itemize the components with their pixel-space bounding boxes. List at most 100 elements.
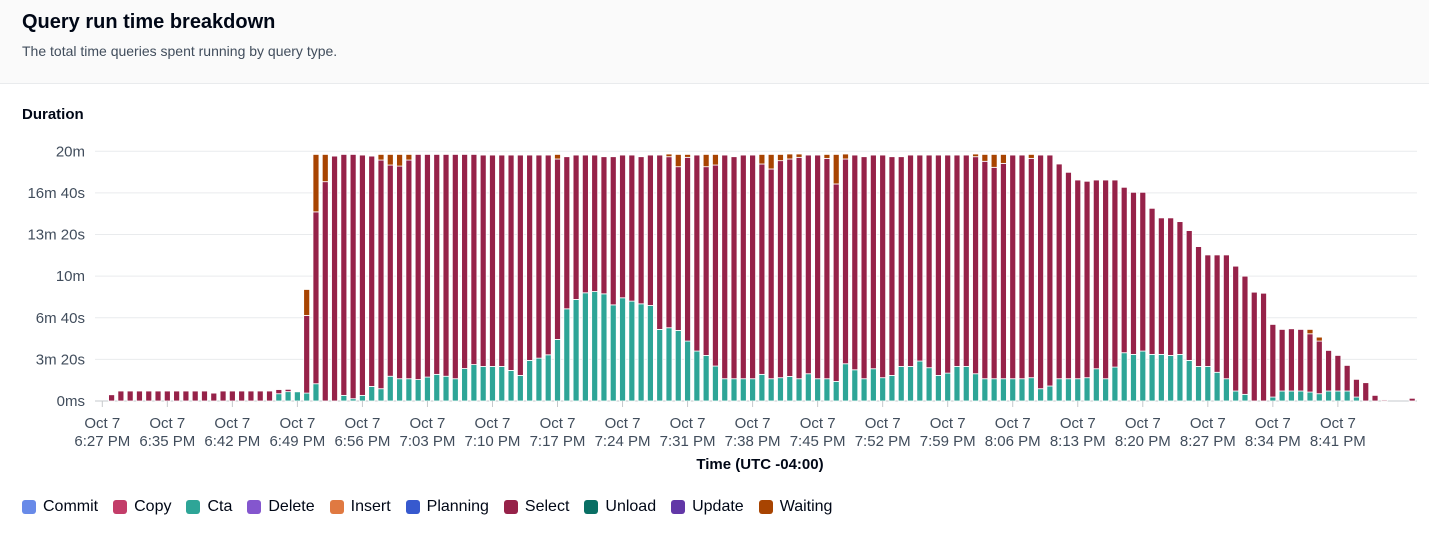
bar-stack — [284, 388, 292, 402]
bar-stack — [526, 154, 534, 402]
bar-cta — [823, 378, 831, 402]
legend-item-select[interactable]: Select — [503, 498, 569, 516]
bar-stack — [173, 390, 181, 402]
legend-label: Unload — [605, 498, 657, 515]
bar-stack — [637, 156, 645, 402]
bar-select — [312, 211, 320, 385]
bar-stack — [1260, 292, 1267, 402]
bar-select — [405, 159, 413, 380]
bar-cta — [739, 378, 747, 402]
bar-cta — [312, 383, 320, 402]
bar-select — [1260, 292, 1267, 402]
bar-cta — [990, 378, 998, 402]
bar-select — [1204, 254, 1212, 367]
bar-stack — [1148, 207, 1156, 402]
bar-select — [739, 154, 747, 380]
bar-cta — [1353, 396, 1360, 402]
x-tick-label-time: 7:17 PM — [530, 433, 586, 450]
bar-select — [256, 390, 264, 402]
bar-select — [572, 154, 580, 300]
bar-stack — [712, 154, 719, 402]
bar-cta — [712, 365, 719, 402]
bar-cta — [897, 366, 905, 402]
bar-stack — [516, 154, 524, 402]
bar-cta — [572, 299, 580, 402]
bar-cta — [535, 357, 543, 402]
x-tick-label-time: 8:27 PM — [1180, 433, 1236, 450]
bar-cta — [935, 375, 942, 402]
legend-item-cta[interactable]: Cta — [186, 498, 232, 516]
bar-waiting — [702, 154, 710, 168]
y-tick-label: 20m — [56, 143, 85, 160]
bar-stack — [935, 154, 942, 402]
bar-select — [730, 156, 738, 380]
bar-select — [814, 154, 822, 380]
bar-select — [609, 156, 617, 306]
bar-cta — [981, 378, 989, 402]
x-tick-label-time: 7:45 PM — [790, 433, 846, 450]
bar-select — [238, 390, 246, 402]
bar-stack — [182, 390, 190, 402]
x-tick-label-time: 8:13 PM — [1050, 433, 1106, 450]
bar-select — [944, 154, 952, 374]
bar-stack — [814, 154, 822, 402]
bar-select — [470, 154, 478, 365]
bar-stack — [210, 392, 218, 402]
legend-swatch — [584, 500, 599, 514]
bar-select — [1343, 365, 1351, 392]
bar-cta — [544, 354, 552, 402]
legend-item-waiting[interactable]: Waiting — [758, 498, 832, 516]
bar-select — [600, 156, 608, 295]
bar-stack — [386, 154, 394, 402]
bar-select — [925, 154, 933, 369]
bar-stack — [451, 154, 459, 402]
bar-cta — [962, 366, 970, 402]
legend-label: Update — [692, 498, 744, 515]
bar-stack — [1278, 329, 1286, 402]
bar-stack — [832, 154, 840, 402]
bar-stack — [647, 154, 654, 402]
legend-item-planning[interactable]: Planning — [405, 498, 489, 516]
bar-stack — [572, 154, 580, 402]
bar-cta — [442, 375, 450, 402]
bar-stack — [1018, 154, 1026, 402]
bar-waiting — [396, 154, 403, 167]
bar-cta — [795, 378, 803, 402]
bar-select — [1009, 154, 1017, 380]
bar-stack — [1027, 154, 1035, 402]
legend-item-update[interactable]: Update — [671, 498, 744, 516]
bar-stack — [869, 154, 877, 402]
y-tick-label: 13m 20s — [27, 227, 85, 244]
legend-item-commit[interactable]: Commit — [22, 498, 98, 516]
legend-item-unload[interactable]: Unload — [584, 498, 656, 516]
bar-cta — [656, 329, 664, 402]
bar-select — [591, 154, 599, 292]
bar-cta — [1027, 377, 1035, 402]
x-tick-label-time: 7:31 PM — [660, 433, 716, 450]
bar-stack — [730, 156, 738, 402]
bar-stack — [368, 155, 376, 402]
bar-cta — [424, 376, 431, 402]
bar-select — [1111, 179, 1119, 368]
legend-item-insert[interactable]: Insert — [329, 498, 391, 516]
bar-select — [777, 160, 784, 379]
bar-stack — [1269, 324, 1277, 402]
x-tick-label-time: 8:41 PM — [1310, 433, 1366, 450]
legend-item-delete[interactable]: Delete — [247, 498, 315, 516]
x-tick-label-date: Oct 7 — [995, 415, 1031, 432]
bar-select — [331, 155, 338, 402]
bar-stack — [1055, 163, 1063, 402]
legend-item-copy[interactable]: Copy — [113, 498, 171, 516]
bar-select — [275, 389, 283, 395]
bar-cta — [359, 394, 366, 402]
x-axis-title: Time (UTC -04:00) — [696, 456, 824, 473]
bar-select — [201, 390, 208, 402]
bar-select — [1306, 333, 1314, 393]
bar-cta — [907, 366, 914, 402]
bar-stack — [312, 154, 320, 402]
bar-select — [284, 388, 292, 393]
bar-waiting — [303, 289, 311, 316]
bar-waiting — [777, 154, 784, 162]
bar-cta — [1009, 378, 1017, 402]
x-tick-label-time: 8:34 PM — [1245, 433, 1301, 450]
